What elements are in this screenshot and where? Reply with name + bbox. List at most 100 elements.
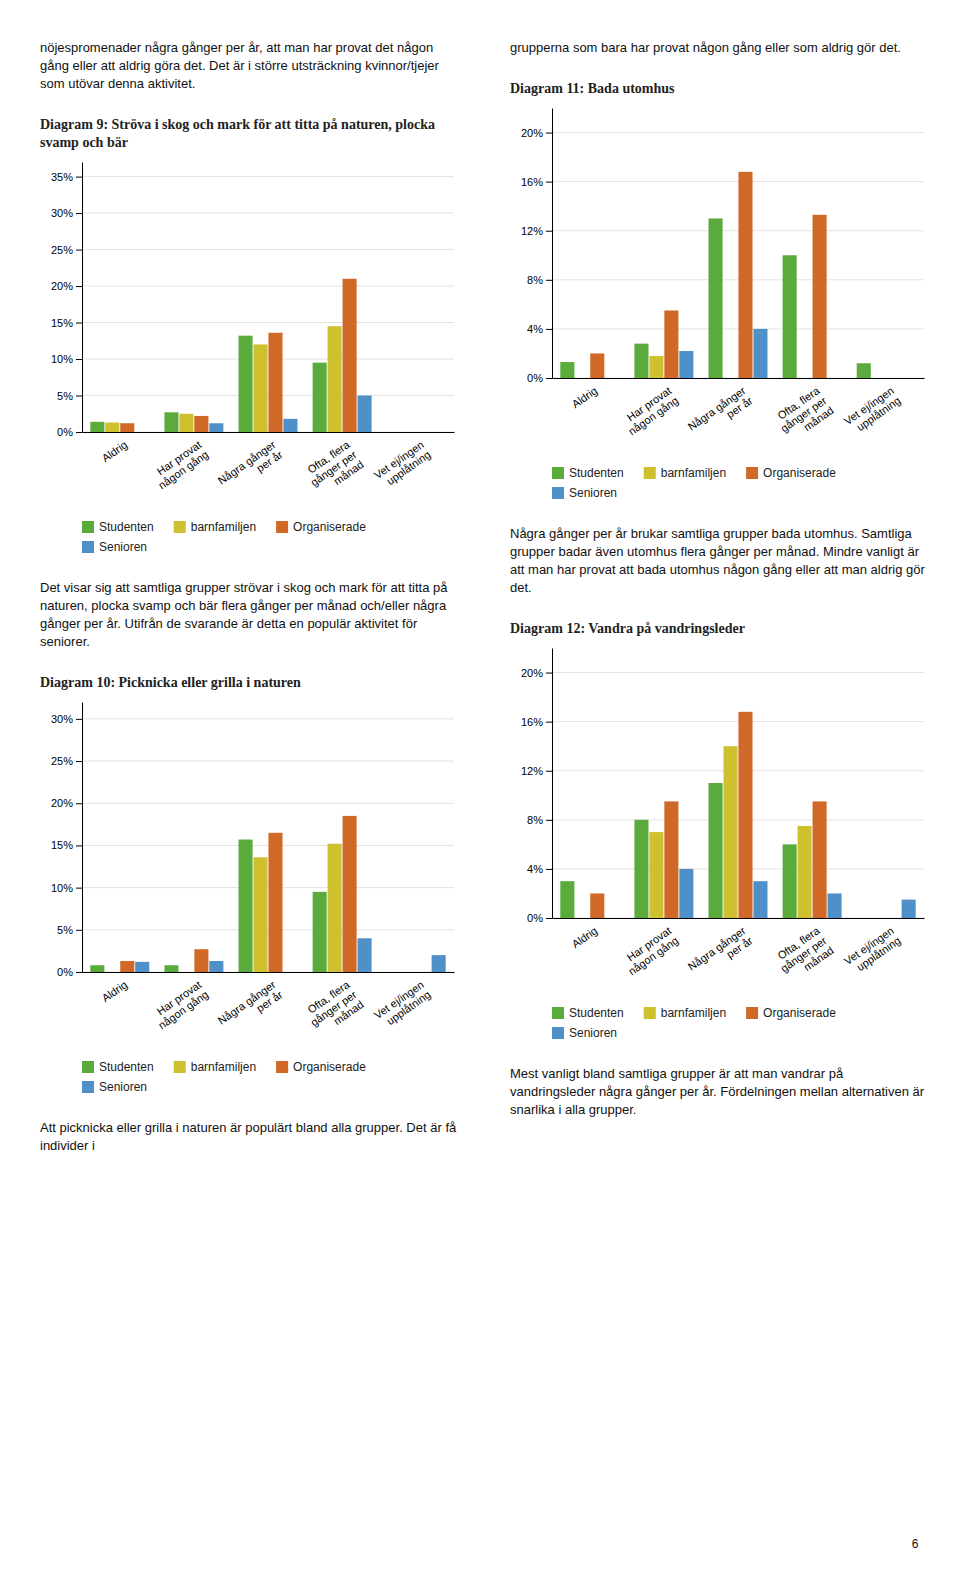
bars xyxy=(560,172,870,378)
tick-label: 8% xyxy=(527,274,543,286)
tick-mark xyxy=(76,761,82,762)
paragraph: Att picknicka eller grilla i naturen är … xyxy=(40,1120,460,1153)
bar xyxy=(179,414,193,432)
legend-item: Organiserade xyxy=(276,1060,366,1074)
bar xyxy=(283,419,297,432)
legend-label: Studenten xyxy=(99,520,154,534)
tick: 30% xyxy=(51,713,82,725)
grid-line xyxy=(82,845,454,846)
tick-label: Några gångerper år xyxy=(686,384,755,443)
tick-label: Har provatnågon gång xyxy=(619,924,680,977)
tick: 0% xyxy=(527,912,552,924)
grid-line xyxy=(552,230,924,231)
tick-label: 25% xyxy=(51,244,73,256)
bar xyxy=(798,378,812,379)
tick-label: Några gångerper år xyxy=(686,924,755,983)
tick-label: Har provatnågon gång xyxy=(149,978,210,1031)
bar xyxy=(902,378,916,379)
bar xyxy=(343,279,357,432)
legend-item: Senioren xyxy=(82,540,147,554)
tick: Aldrig xyxy=(99,438,129,464)
text-line: månad xyxy=(331,998,365,1027)
text-line: någon gång xyxy=(156,988,210,1031)
tick-mark xyxy=(76,719,82,720)
tick-label: 4% xyxy=(527,323,543,335)
legend-label: Studenten xyxy=(569,1006,624,1020)
tick-mark xyxy=(76,888,82,889)
tick-mark xyxy=(76,396,82,397)
legend-item: Organiserade xyxy=(746,466,836,480)
grid-line xyxy=(552,328,924,329)
tick: Aldrig xyxy=(99,978,129,1004)
bar xyxy=(783,255,797,378)
text-line: månad xyxy=(331,458,365,487)
tick: 8% xyxy=(527,274,552,286)
bar xyxy=(872,378,886,379)
tick-mark xyxy=(76,845,82,846)
bar xyxy=(575,918,589,919)
chart-title: Diagram 9: Ströva i skog och mark för at… xyxy=(40,117,438,150)
tick-mark xyxy=(546,231,552,232)
y-axis: 0%5%10%15%20%25%30% xyxy=(51,703,83,979)
grid-line xyxy=(82,887,454,888)
tick: Aldrig xyxy=(569,384,599,410)
text-line: individer i xyxy=(40,1138,95,1153)
bars xyxy=(90,816,445,972)
legend-swatch xyxy=(552,487,564,499)
tick-label: Har provatnågon gång xyxy=(149,438,210,491)
bar-series xyxy=(90,840,326,972)
bar-series xyxy=(679,869,915,918)
x-axis: AldrigHar provatnågon gångNågra gångerpe… xyxy=(83,973,455,1039)
tick-label: 20% xyxy=(51,797,73,809)
text-line: Diagram 12: Vandra på vandringsleder xyxy=(510,621,745,636)
bar-series xyxy=(649,746,811,918)
bar xyxy=(679,869,693,918)
legend-label: Senioren xyxy=(99,1080,147,1094)
bar-series xyxy=(209,396,371,432)
text-line: Aldrig xyxy=(569,924,599,950)
grid xyxy=(552,673,924,918)
bar xyxy=(135,432,149,433)
legend-item: Senioren xyxy=(82,1080,147,1094)
tick: Har provatnågon gång xyxy=(149,978,210,1031)
legend-label: Senioren xyxy=(99,540,147,554)
legend-swatch xyxy=(82,521,94,533)
tick-mark xyxy=(76,286,82,287)
tick: Har provatnågon gång xyxy=(619,384,680,437)
tick-label: Ofta, fleragånger permånad xyxy=(771,384,836,445)
tick: Ofta, fleragånger permånad xyxy=(771,384,836,445)
grid xyxy=(82,177,454,432)
text-line: månad xyxy=(801,404,835,433)
text-line: gång eller att aldrig göra det. Det är i… xyxy=(40,58,442,73)
tick-mark xyxy=(76,803,82,804)
bar xyxy=(857,363,871,378)
legend-label: barnfamiljen xyxy=(191,1060,256,1074)
grid-line xyxy=(552,918,924,919)
tick: 8% xyxy=(527,814,552,826)
tick: 20% xyxy=(521,667,552,679)
text-line: svamp och bär xyxy=(40,135,128,150)
plot: 0%5%10%15%20%25%30%35%AldrigHar provatnå… xyxy=(51,163,455,499)
tick: Ofta, fleragånger permånad xyxy=(771,924,836,985)
tick-label: 12% xyxy=(521,225,543,237)
bar xyxy=(105,972,119,973)
tick-mark xyxy=(546,673,552,674)
bar xyxy=(634,820,648,918)
tick: Några gångerper år xyxy=(686,384,755,443)
tick: 4% xyxy=(527,863,552,875)
bar xyxy=(164,412,178,432)
page-number: 6 xyxy=(912,1537,919,1551)
legend-item: Organiserade xyxy=(746,1006,836,1020)
tick: 10% xyxy=(51,353,82,365)
tick-mark xyxy=(76,323,82,324)
tick-mark xyxy=(76,432,82,433)
bar xyxy=(753,881,767,918)
legend-label: Organiserade xyxy=(763,1006,836,1020)
bar xyxy=(209,961,223,972)
tick-label: 10% xyxy=(51,353,73,365)
legend-swatch xyxy=(552,467,564,479)
bar xyxy=(828,378,842,379)
tick: 25% xyxy=(51,755,82,767)
tick-label: 5% xyxy=(57,390,73,402)
bar-series xyxy=(590,172,826,378)
